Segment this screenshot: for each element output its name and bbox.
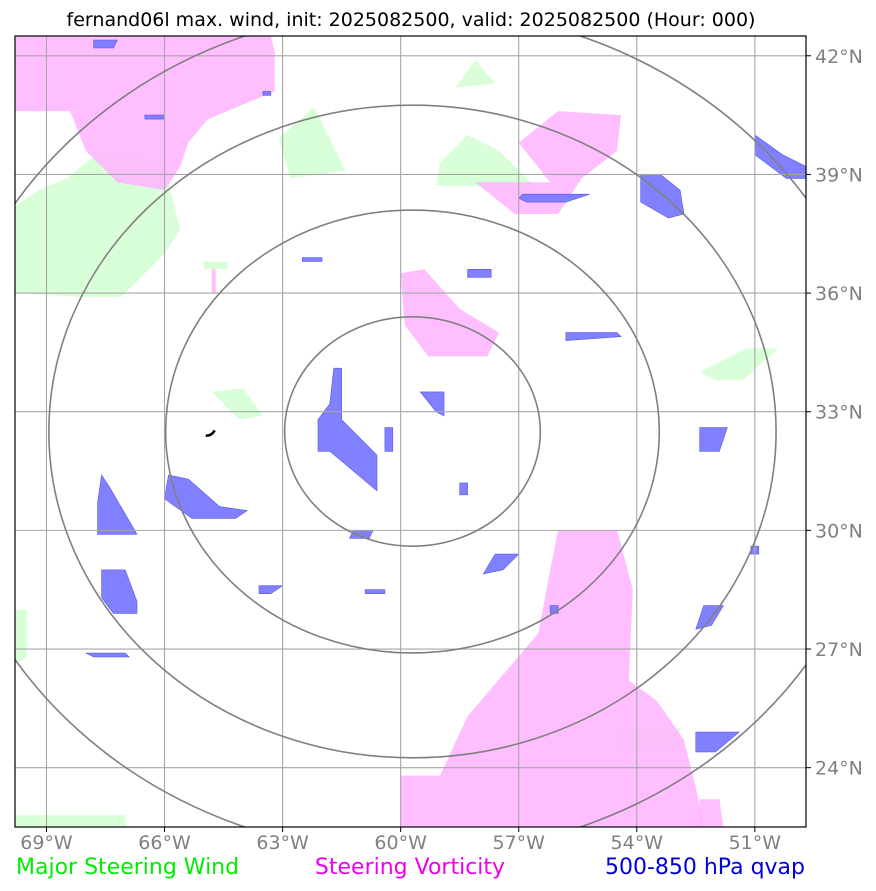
chart-title: fernand06l max. wind, init: 2025082500, … [67, 9, 756, 31]
wind-area [15, 609, 27, 665]
wind-area [203, 261, 228, 270]
qvap-area [262, 91, 272, 96]
qvap-area [467, 268, 492, 278]
wind-area [455, 59, 496, 88]
range-ring [164, 209, 661, 654]
legend-steering-wind: Major Steering Wind [16, 855, 239, 880]
lon-tick-label: 60°W [374, 832, 427, 854]
qvap-area [565, 332, 622, 341]
qvap-area [93, 39, 118, 49]
qvap-area [699, 427, 728, 452]
range-ring [283, 316, 542, 547]
map-gridlines [15, 36, 806, 827]
qvap-area [459, 482, 468, 496]
lon-tick-label: 51°W [729, 832, 782, 854]
wind-area [436, 134, 535, 187]
range-ring [48, 104, 777, 759]
qvap-area [97, 474, 138, 535]
latitude-ticks: 42°N 39°N 36°N 33°N 30°N 27°N 24°N [806, 46, 863, 780]
qvap-area [258, 585, 284, 595]
qvap-area [695, 731, 740, 753]
legend-qvap: 500-850 hPa qvap [605, 855, 805, 880]
lat-tick-label: 33°N [815, 402, 863, 424]
lon-tick-label: 57°W [492, 832, 545, 854]
wind-area [278, 107, 346, 179]
qvap-area [301, 257, 323, 262]
map-frame [14, 35, 807, 828]
lat-tick-label: 42°N [815, 46, 863, 68]
wind-area [699, 348, 779, 381]
lat-tick-label: 24°N [815, 758, 863, 780]
lat-tick-label: 39°N [815, 164, 863, 186]
qvap-area [144, 114, 165, 120]
vorticity-area [475, 111, 621, 214]
lon-tick-label: 69°W [20, 832, 73, 854]
qvap-area [164, 474, 249, 519]
lat-tick-label: 36°N [815, 283, 863, 305]
qvap-area [85, 652, 130, 658]
vorticity-area [211, 269, 216, 294]
qvap-area [518, 193, 590, 203]
lon-tick-label: 54°W [611, 832, 664, 854]
storm-position-marker [205, 429, 216, 437]
qvap-layer [85, 39, 806, 753]
lat-tick-label: 27°N [815, 639, 863, 661]
qvap-area [419, 391, 445, 417]
wind-area [15, 815, 126, 827]
vorticity-area [15, 36, 275, 191]
range-rings [15, 36, 806, 827]
legend-steering-vorticity: Steering Vorticity [315, 855, 505, 880]
wind-area [15, 150, 181, 297]
qvap-area [384, 427, 394, 452]
lon-tick-label: 63°W [256, 832, 309, 854]
lon-tick-label: 66°W [138, 832, 191, 854]
vorticity-area [400, 269, 499, 357]
longitude-ticks: 69°W 66°W 63°W 60°W 57°W 54°W 51°W [20, 827, 781, 854]
qvap-area [482, 553, 520, 575]
lat-tick-label: 30°N [815, 520, 863, 542]
vorticity-area [699, 799, 724, 827]
qvap-area [364, 589, 386, 595]
qvap-area [101, 569, 138, 614]
qvap-area [317, 367, 378, 492]
